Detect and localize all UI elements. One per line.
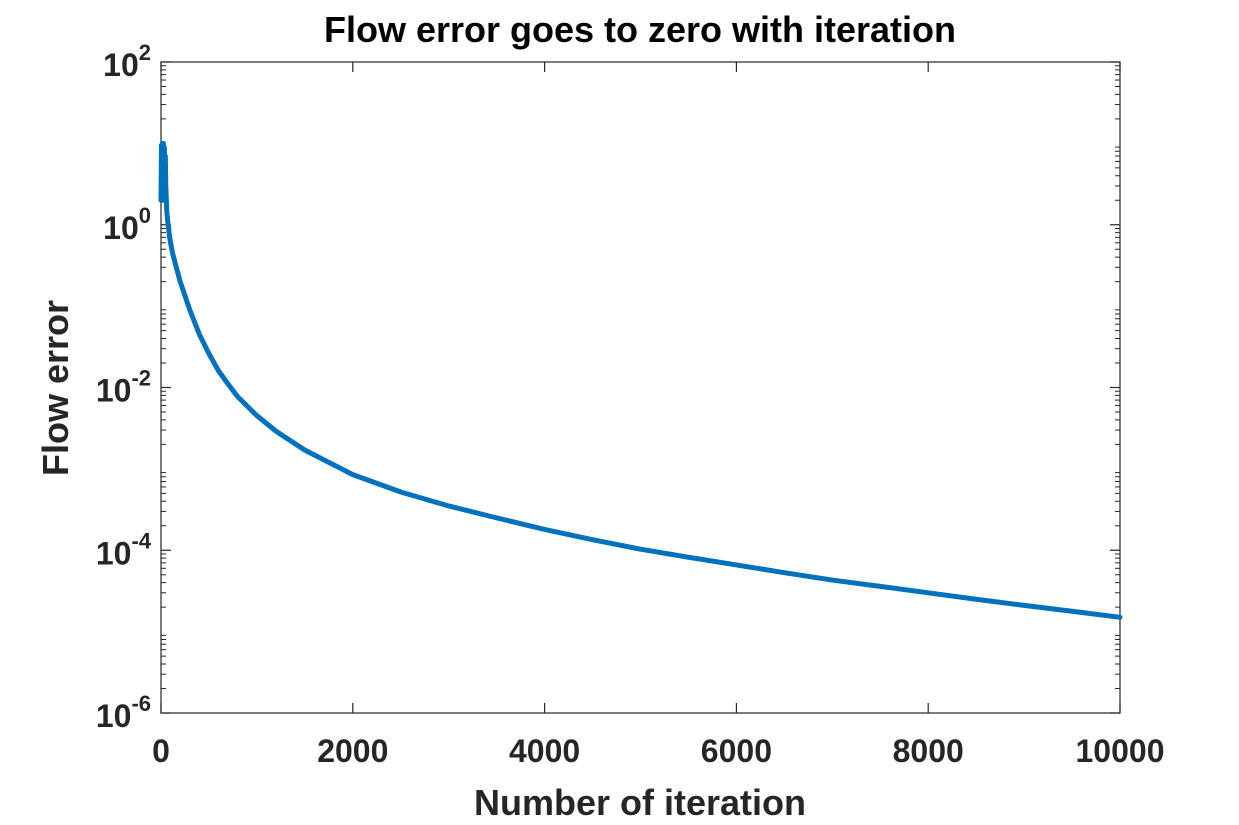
y-axis-label: Flow error xyxy=(35,300,76,476)
x-tick-label: 6000 xyxy=(701,733,772,769)
chart-title: Flow error goes to zero with iteration xyxy=(324,9,956,50)
y-tick-label: 10-6 xyxy=(96,691,151,734)
y-tick-label: 102 xyxy=(103,40,151,83)
series-line-0 xyxy=(158,140,1123,620)
y-tick-label: 10-2 xyxy=(96,366,151,409)
x-tick-label: 8000 xyxy=(893,733,964,769)
y-tick-label: 100 xyxy=(103,203,151,246)
y-tick-label: 10-4 xyxy=(96,528,152,571)
x-axis-label: Number of iteration xyxy=(474,782,806,823)
x-tick-label: 2000 xyxy=(317,733,388,769)
x-tick-labels: 0 2000 4000 6000 8000 10000 xyxy=(152,733,1164,769)
x-tick-label: 4000 xyxy=(509,733,580,769)
x-tick-label: 0 xyxy=(152,733,170,769)
y-tick-labels: 10-6 10-4 10-2 100 102 xyxy=(96,40,152,734)
series-group xyxy=(158,140,1123,620)
x-tick-label: 10000 xyxy=(1076,733,1165,769)
plot-area xyxy=(160,61,1121,714)
